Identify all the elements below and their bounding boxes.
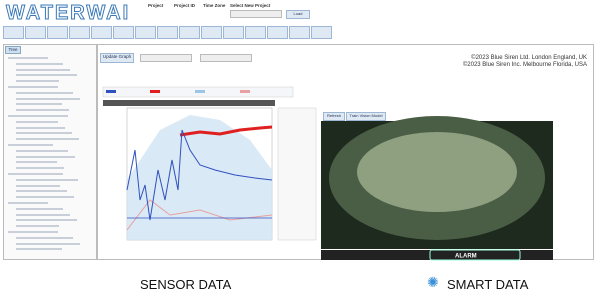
tree-item[interactable] [16,179,78,181]
alarm-status: ALARM [455,254,477,260]
legend [103,87,293,97]
tree-item[interactable] [16,248,62,250]
nav-button[interactable] [3,26,24,39]
nav-button[interactable] [179,26,200,39]
tree-item[interactable] [16,74,77,76]
legend-swatch [195,90,205,93]
nav-button[interactable] [69,26,90,39]
tree-item[interactable] [16,243,80,245]
chart-toolbar [103,100,275,106]
tree-item[interactable] [16,190,67,192]
tree-item[interactable] [8,57,48,59]
caption: SENSOR DATA [140,277,231,292]
tree-item[interactable] [16,150,68,152]
nav-button[interactable] [223,26,244,39]
nav-button[interactable] [91,26,112,39]
nav-button[interactable] [245,26,266,39]
tree-item[interactable] [16,138,79,140]
tree-item[interactable] [16,63,63,65]
tree-item[interactable] [16,103,62,105]
tree-item[interactable] [8,115,68,117]
tree-item[interactable] [16,132,72,134]
video-image [357,132,517,212]
nav-button[interactable] [135,26,156,39]
nav-button[interactable] [157,26,178,39]
tree-item[interactable] [16,121,58,123]
graphics: ALARM ✺ [0,0,599,295]
tree-item[interactable] [16,225,59,227]
tree-item[interactable] [16,214,70,216]
screenshot: WATERWAI Project Project ID Time Zone Se… [0,0,599,295]
tree-item[interactable] [16,127,65,129]
star-icon: ✺ [427,274,439,290]
tree-item[interactable] [16,69,70,71]
tree-item[interactable] [16,109,69,111]
nav-button[interactable] [25,26,46,39]
nav-button[interactable] [113,26,134,39]
side-plot [278,108,316,240]
nav-button[interactable] [289,26,310,39]
tree-item[interactable] [16,185,60,187]
tree-item[interactable] [16,80,59,82]
tree-item[interactable] [16,92,73,94]
nav-button[interactable] [47,26,68,39]
tree-item[interactable] [8,231,58,233]
tree-item[interactable] [16,237,73,239]
caption: SMART DATA [447,277,528,292]
tree-item[interactable] [8,144,53,146]
tree-item[interactable] [16,98,80,100]
tree-item[interactable] [16,208,63,210]
video-controls [321,250,553,260]
nav-button[interactable] [267,26,288,39]
legend-swatch [106,90,116,93]
tree-item[interactable] [16,161,57,163]
nav-button[interactable] [201,26,222,39]
legend-swatch [240,90,250,93]
tree-item[interactable] [16,219,77,221]
tree-item[interactable] [8,173,63,175]
tree-item[interactable] [8,202,48,204]
tree-item[interactable] [16,167,64,169]
tree-item[interactable] [8,86,58,88]
tree-item[interactable] [16,156,75,158]
legend-swatch [150,90,160,93]
nav-button[interactable] [311,26,332,39]
tree-item[interactable] [16,196,74,198]
